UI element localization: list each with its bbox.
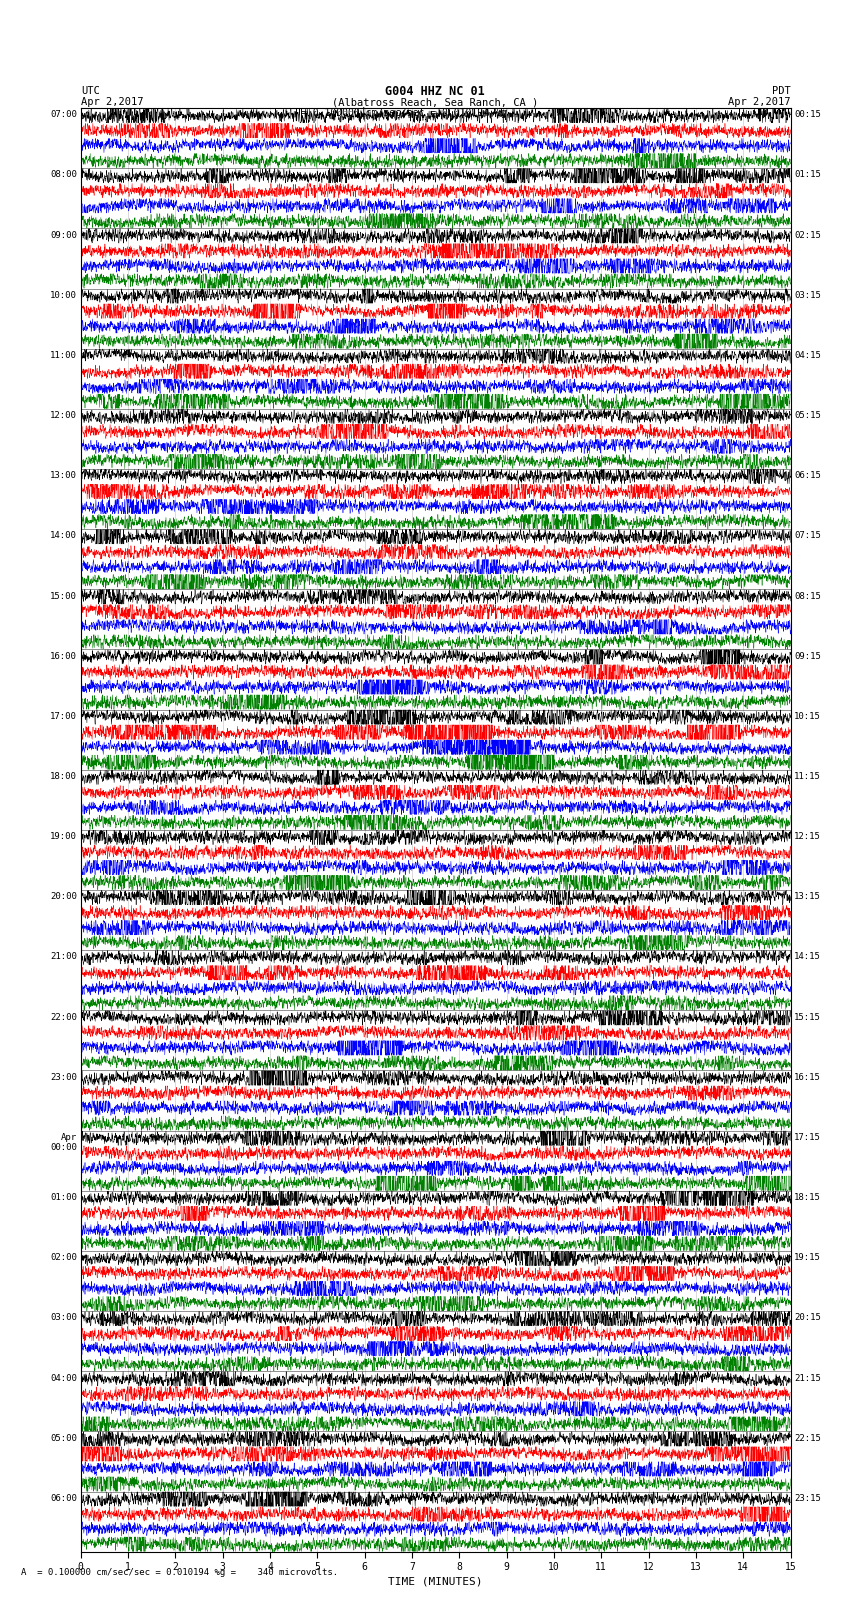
Text: 21:15: 21:15: [794, 1374, 821, 1382]
Text: 01:15: 01:15: [794, 171, 821, 179]
Text: 22:15: 22:15: [794, 1434, 821, 1442]
Text: 17:15: 17:15: [794, 1132, 821, 1142]
Text: = 0.100000 cm/sec/sec = 0.010194 %g: = 0.100000 cm/sec/sec = 0.010194 %g: [301, 108, 507, 118]
Text: 15:15: 15:15: [794, 1013, 821, 1021]
Text: 20:15: 20:15: [794, 1313, 821, 1323]
Text: 18:15: 18:15: [794, 1194, 821, 1202]
Text: 11:15: 11:15: [794, 773, 821, 781]
Text: 00:15: 00:15: [794, 110, 821, 119]
Text: 10:15: 10:15: [794, 711, 821, 721]
Text: 10:00: 10:00: [50, 290, 77, 300]
Text: 13:00: 13:00: [50, 471, 77, 481]
Text: 22:00: 22:00: [50, 1013, 77, 1021]
Text: 06:15: 06:15: [794, 471, 821, 481]
Text: 13:15: 13:15: [794, 892, 821, 902]
Text: Apr: Apr: [61, 1132, 77, 1142]
Text: 02:00: 02:00: [50, 1253, 77, 1263]
Text: 23:00: 23:00: [50, 1073, 77, 1082]
Text: Apr 2,2017: Apr 2,2017: [81, 97, 144, 108]
Text: 11:00: 11:00: [50, 352, 77, 360]
Text: 04:15: 04:15: [794, 352, 821, 360]
Text: 14:15: 14:15: [794, 952, 821, 961]
Text: 20:00: 20:00: [50, 892, 77, 902]
Text: 18:00: 18:00: [50, 773, 77, 781]
Text: A  = 0.100000 cm/sec/sec = 0.010194 %g =    340 microvolts.: A = 0.100000 cm/sec/sec = 0.010194 %g = …: [21, 1568, 338, 1578]
Text: 02:15: 02:15: [794, 231, 821, 240]
Text: 19:15: 19:15: [794, 1253, 821, 1263]
Text: PDT: PDT: [772, 85, 791, 97]
Text: |: |: [360, 106, 367, 119]
Text: 00:00: 00:00: [50, 1144, 77, 1152]
Text: 16:15: 16:15: [794, 1073, 821, 1082]
Text: 09:15: 09:15: [794, 652, 821, 661]
Text: G004 HHZ NC 01: G004 HHZ NC 01: [385, 84, 485, 98]
Text: 01:00: 01:00: [50, 1194, 77, 1202]
Text: (Albatross Reach, Sea Ranch, CA ): (Albatross Reach, Sea Ranch, CA ): [332, 97, 538, 108]
Text: 12:15: 12:15: [794, 832, 821, 840]
Text: 03:15: 03:15: [794, 290, 821, 300]
X-axis label: TIME (MINUTES): TIME (MINUTES): [388, 1576, 483, 1586]
Text: 04:00: 04:00: [50, 1374, 77, 1382]
Text: 23:15: 23:15: [794, 1494, 821, 1503]
Text: 03:00: 03:00: [50, 1313, 77, 1323]
Text: Apr 2,2017: Apr 2,2017: [728, 97, 791, 108]
Text: 17:00: 17:00: [50, 711, 77, 721]
Text: 09:00: 09:00: [50, 231, 77, 240]
Text: 05:00: 05:00: [50, 1434, 77, 1442]
Text: 08:00: 08:00: [50, 171, 77, 179]
Text: 07:00: 07:00: [50, 110, 77, 119]
Text: 15:00: 15:00: [50, 592, 77, 600]
Text: 19:00: 19:00: [50, 832, 77, 840]
Text: UTC: UTC: [81, 85, 99, 97]
Text: 16:00: 16:00: [50, 652, 77, 661]
Text: 08:15: 08:15: [794, 592, 821, 600]
Text: 12:00: 12:00: [50, 411, 77, 419]
Text: 07:15: 07:15: [794, 531, 821, 540]
Text: 14:00: 14:00: [50, 531, 77, 540]
Text: 21:00: 21:00: [50, 952, 77, 961]
Text: 06:00: 06:00: [50, 1494, 77, 1503]
Text: 05:15: 05:15: [794, 411, 821, 419]
